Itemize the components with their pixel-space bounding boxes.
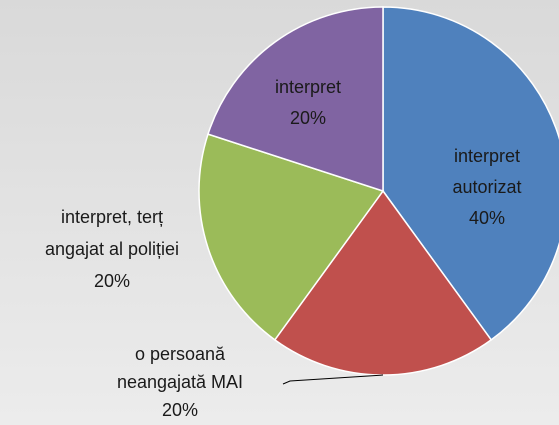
slice-label: angajat al poliției xyxy=(45,239,179,259)
value-label: 20% xyxy=(162,400,198,420)
slice-label: interpret xyxy=(454,146,520,166)
slice-label: interpret xyxy=(275,77,341,97)
value-label: 20% xyxy=(94,271,130,291)
value-label: 20% xyxy=(290,108,326,128)
pie-slice xyxy=(273,189,493,376)
labels: interpret autorizat 40% o persoană neangajat… xyxy=(45,77,522,420)
leader-line xyxy=(282,374,384,385)
pie xyxy=(198,6,559,376)
pie-slice xyxy=(382,6,559,341)
slice-label: neangajată MAI xyxy=(117,372,243,392)
slice-label: autorizat xyxy=(452,177,521,197)
pie-slice xyxy=(207,6,384,193)
slice-label: o persoană xyxy=(135,344,226,364)
slice-label: interpret, terț xyxy=(61,207,163,227)
value-label: 40% xyxy=(469,208,505,228)
pie-slice xyxy=(198,133,385,341)
